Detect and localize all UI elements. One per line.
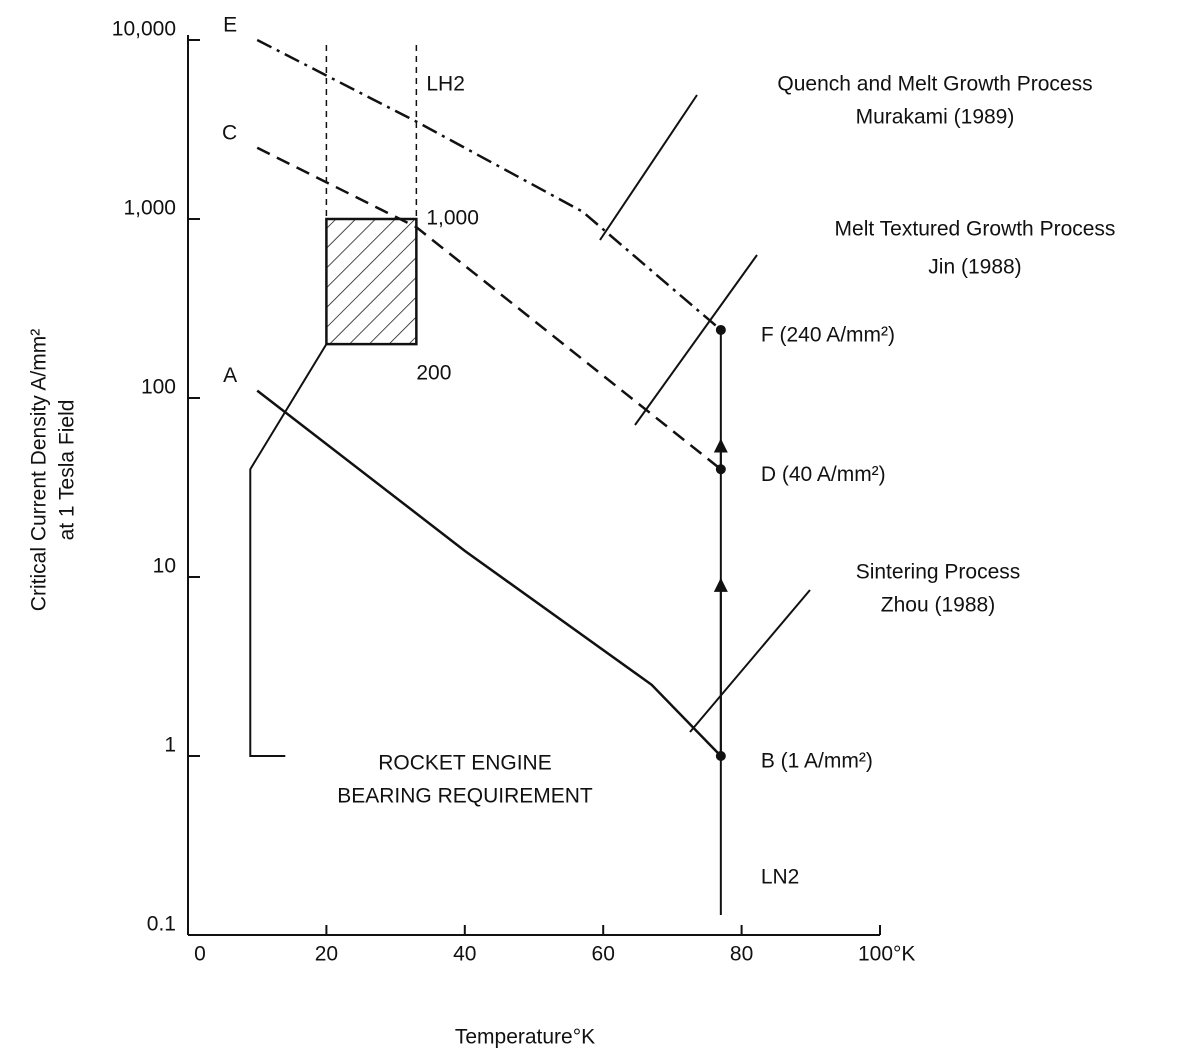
- ln2-label: LN2: [761, 866, 800, 889]
- process-label: Jin (1988): [928, 256, 1021, 279]
- requirement-label: ROCKET ENGINE: [378, 752, 551, 775]
- requirement-label: BEARING REQUIREMENT: [337, 785, 593, 808]
- x-tick-label: 100°K: [858, 943, 915, 966]
- box-label: 1,000: [426, 207, 479, 230]
- series-line: [256, 389, 722, 757]
- process-label: Sintering Process: [856, 561, 1021, 584]
- end-label: B (1 A/mm²): [761, 750, 873, 773]
- y-tick-label: 0.1: [147, 913, 176, 936]
- x-tick-label: 20: [315, 943, 338, 966]
- x-axis-title: Temperature°K: [455, 1026, 595, 1049]
- x-tick-label: 0: [194, 943, 206, 966]
- x-tick-label: 60: [592, 943, 615, 966]
- y-tick-label: 1,000: [123, 197, 176, 220]
- start-label: E: [223, 14, 237, 37]
- y-axis-title: at 1 Tesla Field: [56, 400, 79, 541]
- process-label: Quench and Melt Growth Process: [777, 73, 1092, 96]
- process-label: Zhou (1988): [881, 594, 995, 617]
- series-line: [256, 38, 722, 331]
- x-tick-label: 40: [453, 943, 476, 966]
- y-tick-label: 100: [141, 376, 176, 399]
- end-point: [715, 464, 726, 475]
- end-point: [715, 751, 726, 761]
- end-label: F (240 A/mm²): [761, 323, 895, 346]
- y-tick-label: 10: [153, 555, 176, 578]
- start-label: A: [223, 364, 237, 387]
- requirement-bracket: [249, 343, 328, 757]
- series-line: [256, 146, 722, 471]
- end-point: [715, 324, 726, 335]
- y-tick-label: 10,000: [112, 18, 176, 41]
- y-tick-label: 1: [164, 734, 176, 757]
- requirement-box: [325, 217, 418, 346]
- leaders: [599, 94, 811, 733]
- y-axis-title: Critical Current Density A/mm²: [28, 329, 51, 611]
- process-label: Melt Textured Growth Process: [835, 218, 1116, 241]
- process-label: Murakami (1989): [856, 106, 1015, 129]
- lh2-label: LH2: [426, 73, 465, 96]
- start-label: C: [222, 121, 237, 144]
- box-label: 200: [416, 362, 451, 385]
- end-label: D (40 A/mm²): [761, 463, 886, 486]
- x-tick-label: 80: [730, 943, 753, 966]
